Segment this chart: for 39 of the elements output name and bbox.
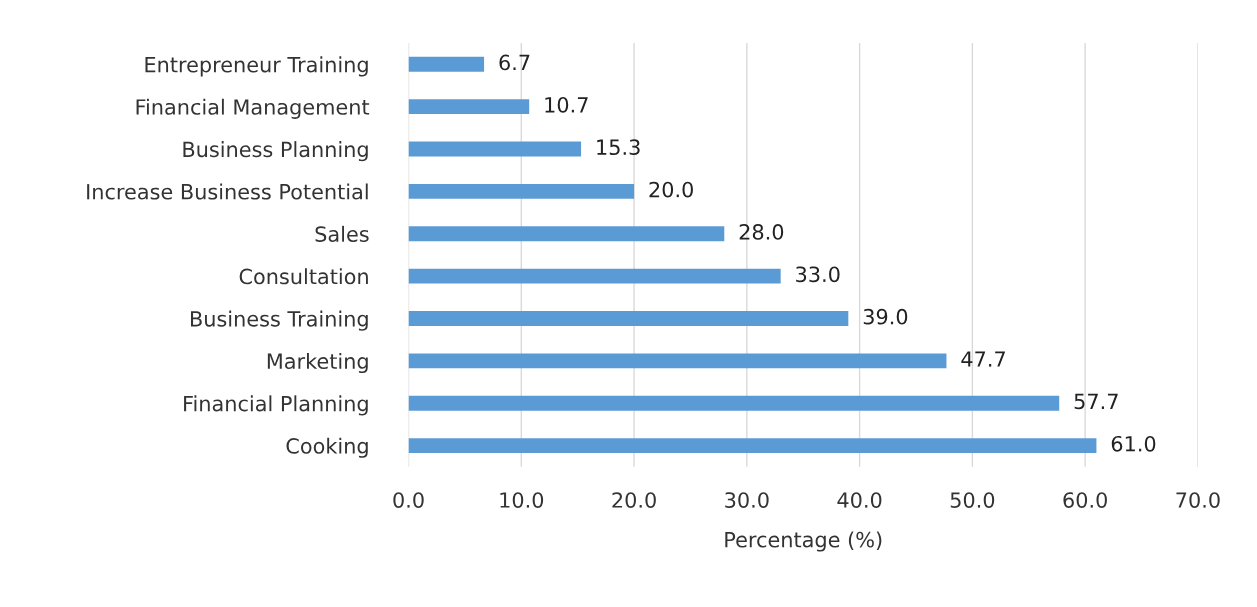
bar: [408, 56, 485, 72]
data-label: 47.7: [961, 351, 1005, 367]
x-tick-label: 20.0: [612, 492, 656, 508]
bar: [408, 99, 530, 115]
data-label: 39.0: [863, 308, 908, 325]
data-label: 61.0: [1111, 435, 1156, 452]
y-tick-label: Business Training: [191, 310, 368, 331]
data-label: 6.7: [499, 54, 530, 71]
bar: [408, 183, 635, 199]
y-tick-label: Cooking: [286, 437, 368, 458]
y-tick-label: Consultation: [239, 268, 368, 285]
bar: [408, 311, 849, 326]
x-tick-label: 70.0: [1176, 492, 1220, 508]
data-label: 57.7: [1074, 393, 1118, 410]
x-tick-label: 60.0: [1063, 492, 1107, 508]
data-label: 20.0: [649, 181, 693, 198]
x-axis-title: Percentage (%): [725, 531, 882, 552]
bar: [408, 438, 1097, 454]
bar: [408, 226, 725, 242]
data-label: 15.3: [597, 139, 640, 156]
y-tick-label: Financial Planning: [184, 395, 368, 416]
y-tick-label: Marketing: [267, 352, 368, 374]
x-tick-label: 50.0: [950, 492, 995, 508]
bar: [408, 141, 582, 157]
bar: [408, 353, 947, 369]
y-tick-label: Increase Business Potential: [87, 183, 368, 200]
x-tick-label: 0.0: [393, 492, 424, 508]
y-tick-label: Business Planning: [183, 141, 368, 162]
bar: [408, 268, 781, 284]
data-label: 28.0: [739, 224, 784, 240]
y-tick-label: Sales: [315, 225, 369, 242]
bar: [408, 395, 1060, 411]
x-tick-label: 40.0: [837, 492, 882, 508]
data-label: 33.0: [796, 266, 840, 283]
x-tick-label: 30.0: [725, 492, 769, 508]
x-tick-label: 10.0: [500, 492, 544, 508]
data-label: 10.7: [545, 96, 588, 113]
y-tick-label: Financial Management: [136, 98, 370, 119]
y-tick-label: Entrepreneur Training: [145, 56, 368, 77]
